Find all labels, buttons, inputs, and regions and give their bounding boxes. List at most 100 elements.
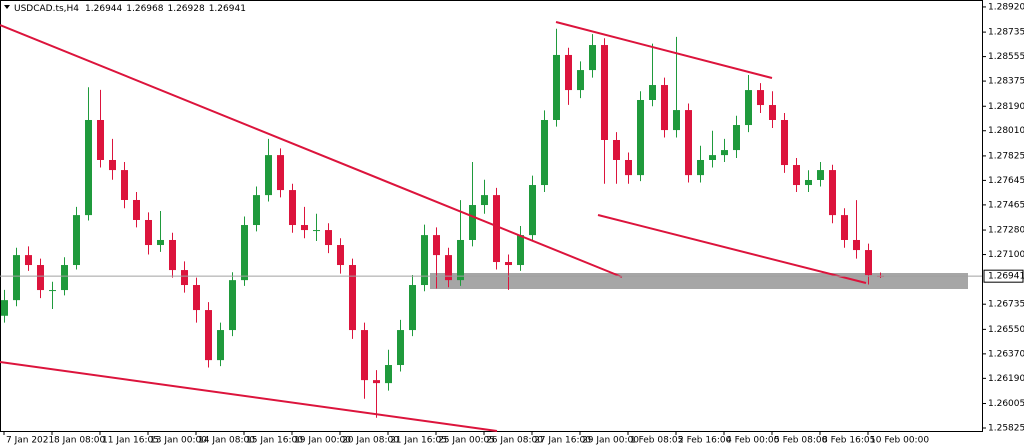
- candle-body: [505, 262, 512, 266]
- candle-body: [169, 239, 176, 271]
- close: 1.26941: [209, 4, 246, 14]
- candle-body: [109, 159, 116, 171]
- trend-line: [0, 24, 623, 278]
- candle-body: [193, 285, 200, 311]
- menu-arrow[interactable]: [4, 5, 10, 9]
- y-tick-label: 1.26735: [988, 300, 1024, 310]
- candle-body: [205, 310, 212, 361]
- candle-body: [409, 285, 416, 331]
- candle-body: [301, 225, 308, 231]
- candle-body: [733, 125, 740, 151]
- low: 1.26928: [167, 4, 204, 14]
- y-tick-label: 1.27825: [988, 151, 1024, 161]
- x-tick-label: 8 Jan 08:00: [54, 436, 106, 446]
- candle-body: [13, 255, 20, 301]
- candle-body: [337, 245, 344, 266]
- candle-body: [865, 250, 872, 276]
- y-tick-label: 1.28920: [988, 2, 1024, 12]
- candle-body: [421, 235, 428, 286]
- candle-body: [397, 330, 404, 366]
- y-tick-label: 1.28735: [988, 28, 1024, 38]
- candle-body: [457, 239, 464, 281]
- candle-body: [493, 195, 500, 263]
- candle-body: [745, 90, 752, 126]
- candle-body: [349, 265, 356, 331]
- candle-body: [589, 45, 596, 71]
- candle-body: [781, 119, 788, 166]
- candle-body: [25, 255, 32, 266]
- trend-lines: [0, 21, 867, 432]
- y-tick-label: 1.28375: [988, 77, 1024, 87]
- candle-body: [469, 205, 476, 240]
- symbol: USDCAD.ts,H4: [14, 4, 79, 14]
- x-tick-label: 26 Jan 08:00: [486, 436, 543, 446]
- candle-body: [685, 110, 692, 176]
- candle-body: [517, 235, 524, 266]
- y-tick-label: 1.25825: [988, 424, 1024, 434]
- candle-body: [361, 330, 368, 381]
- candle-body: [145, 219, 152, 246]
- candle-body: [37, 265, 44, 291]
- x-tick-label: 27 Jan 16:00: [534, 436, 591, 446]
- candle-body: [649, 85, 656, 100]
- candle-body: [445, 255, 452, 281]
- current-price-box: [983, 269, 1024, 283]
- candle-body: [265, 155, 272, 196]
- plot-frame: [0, 0, 983, 432]
- x-tick-label: 21 Jan 16:05: [390, 436, 447, 446]
- candle-body: [661, 85, 668, 131]
- candle-body: [481, 195, 488, 206]
- candle-body: [601, 45, 608, 140]
- candle-body: [697, 159, 704, 176]
- candle-body: [577, 70, 584, 91]
- candle-body: [625, 159, 632, 176]
- candle-body: [817, 170, 824, 180]
- candle-body: [853, 239, 860, 251]
- candle-body: [541, 119, 548, 186]
- candle-body: [769, 105, 776, 120]
- candle-body: [709, 155, 716, 160]
- candle-body: [253, 195, 260, 226]
- candle-body: [313, 230, 320, 232]
- candle-body: [673, 110, 680, 131]
- candle-body: [97, 119, 104, 160]
- x-tick-label: 29 Jan 00:00: [582, 436, 639, 446]
- x-tick-label: 13 Jan 00:00: [150, 436, 207, 446]
- candle-body: [157, 239, 164, 246]
- y-tick-label: 1.26190: [988, 374, 1024, 384]
- y-tick-label: 1.27645: [988, 176, 1024, 186]
- y-tick-label: 1.26550: [988, 325, 1024, 335]
- x-tick-label: 2 Feb 16:00: [678, 436, 732, 446]
- candle-body: [1, 300, 8, 316]
- candle-body: [181, 270, 188, 286]
- candle-body: [385, 365, 392, 384]
- x-tick-label: 25 Jan 00:05: [438, 436, 495, 446]
- x-tick-label: 14 Jan 08:00: [198, 436, 255, 446]
- candle-body: [565, 54, 572, 91]
- candle-body: [49, 290, 56, 292]
- candle-body: [721, 150, 728, 156]
- candle-body: [529, 185, 536, 236]
- y-tick-label: 1.28010: [988, 126, 1024, 136]
- candle-body: [373, 380, 380, 384]
- candle-body: [757, 90, 764, 106]
- x-tick-label: 7 Jan 2021: [6, 436, 54, 446]
- candle-body: [61, 265, 68, 291]
- candle-body: [841, 215, 848, 240]
- x-tick-label: 15 Jan 16:00: [246, 436, 303, 446]
- high: 1.26968: [126, 4, 163, 14]
- y-tick-label: 1.27465: [988, 200, 1024, 210]
- candle-body: [637, 99, 644, 176]
- x-tick-label: 1 Feb 08:05: [630, 436, 683, 446]
- candle-body: [289, 190, 296, 226]
- candle-body: [121, 170, 128, 200]
- candle-body: [133, 199, 140, 220]
- y-tick-label: 1.28555: [988, 52, 1024, 62]
- candle-body: [793, 165, 800, 186]
- open: 1.26944: [85, 4, 122, 14]
- x-tick-label: 10 Feb 00:00: [870, 436, 929, 446]
- y-tick-label: 1.26370: [988, 349, 1024, 359]
- y-tick-label: 1.27280: [988, 226, 1024, 236]
